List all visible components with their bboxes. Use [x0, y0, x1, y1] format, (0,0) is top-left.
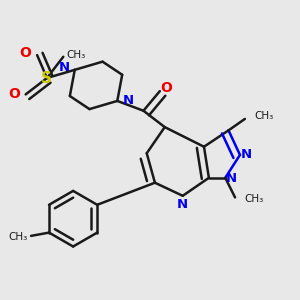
Text: N: N	[176, 198, 188, 211]
Text: N: N	[241, 148, 252, 161]
Text: O: O	[160, 81, 172, 95]
Text: O: O	[8, 87, 20, 101]
Text: CH₃: CH₃	[8, 232, 28, 242]
Text: N: N	[122, 94, 134, 107]
Text: N: N	[58, 61, 70, 74]
Text: CH₃: CH₃	[244, 194, 263, 204]
Text: CH₃: CH₃	[255, 111, 274, 121]
Text: N: N	[226, 172, 237, 185]
Text: S: S	[40, 70, 52, 86]
Text: O: O	[20, 46, 31, 61]
Text: CH₃: CH₃	[67, 50, 86, 60]
